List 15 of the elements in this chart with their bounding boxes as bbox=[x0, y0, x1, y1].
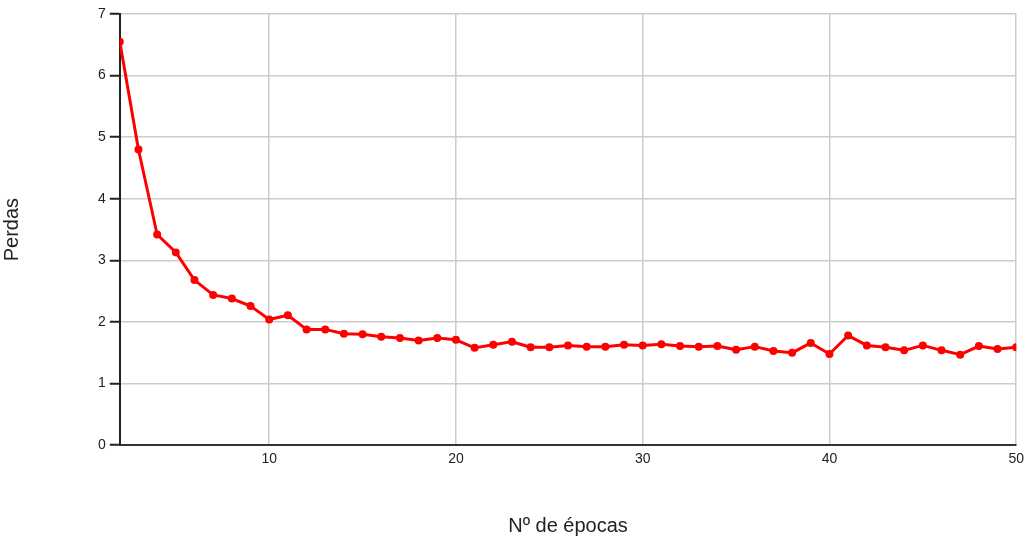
y-tick-label: 5 bbox=[97, 128, 106, 145]
x-axis-title: Nº de épocas bbox=[508, 513, 628, 536]
y-tick-label: 2 bbox=[97, 312, 106, 329]
x-tick-label: 30 bbox=[634, 450, 651, 467]
y-tick-label: 3 bbox=[97, 251, 106, 268]
x-tick-label: 40 bbox=[821, 450, 838, 467]
y-tick-label: 1 bbox=[97, 374, 106, 391]
y-tick-label: 7 bbox=[97, 4, 106, 21]
x-tick-label: 20 bbox=[448, 450, 464, 467]
y-tick-label: 0 bbox=[97, 436, 106, 453]
x-tick-label: 10 bbox=[261, 450, 278, 467]
x-tick-label: 50 bbox=[1008, 450, 1025, 467]
y-axis-title: Perdas bbox=[0, 197, 22, 262]
y-tick-label: 6 bbox=[97, 66, 106, 83]
y-tick-label: 4 bbox=[97, 189, 106, 206]
